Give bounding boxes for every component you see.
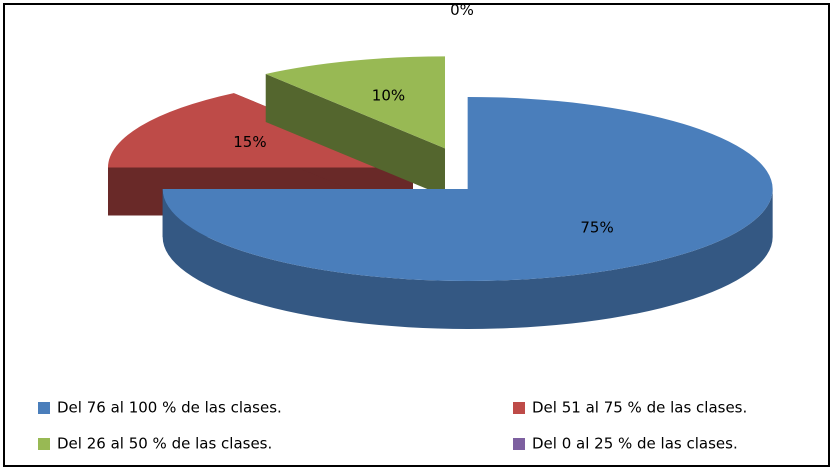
legend-label: Del 51 al 75 % de las clases.: [532, 399, 747, 417]
slice-cut-face: [265, 73, 446, 197]
legend-swatch: [513, 402, 525, 414]
legend-label: Del 26 al 50 % de las clases.: [57, 435, 272, 453]
legend-swatch: [38, 438, 50, 450]
data-label: 15%: [233, 133, 266, 151]
slice-side: [162, 188, 773, 329]
data-label: 10%: [372, 86, 405, 104]
legend-label: Del 76 al 100 % de las clases.: [57, 399, 282, 417]
data-label: 0%: [450, 1, 474, 19]
legend-swatch: [38, 402, 50, 414]
legend-swatch: [513, 438, 525, 450]
slice-top: [265, 56, 446, 149]
legend-label: Del 0 al 25 % de las clases.: [532, 435, 738, 453]
slice-top: [162, 96, 773, 281]
data-label: 75%: [580, 218, 613, 236]
